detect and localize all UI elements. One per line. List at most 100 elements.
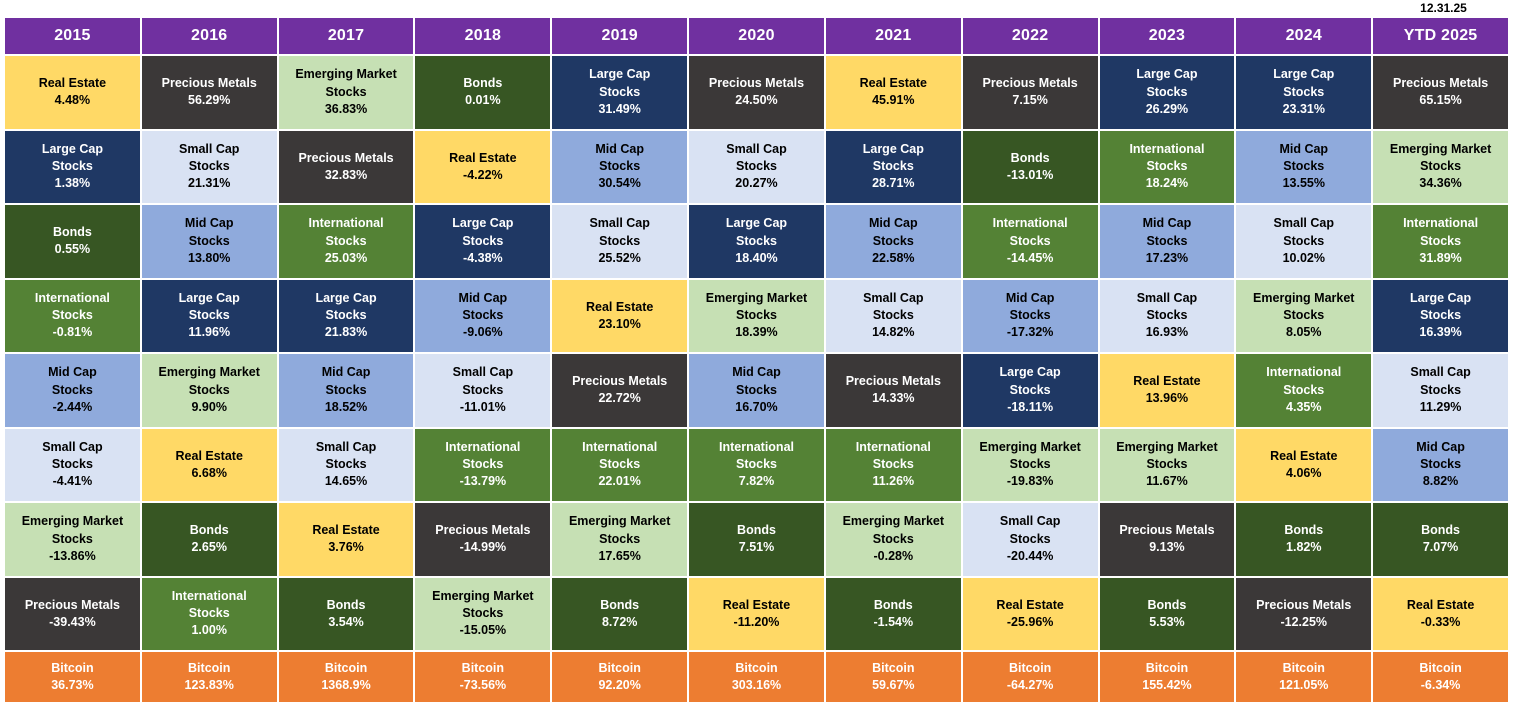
asset-name: Mid Cap Stocks — [1005, 290, 1055, 323]
asset-return-value: 1.82% — [1286, 540, 1322, 555]
quilt-cell-international: International Stocks -13.79% — [415, 428, 551, 501]
quilt-cell-international: International Stocks 22.01% — [552, 428, 688, 501]
asset-return-value: 22.58% — [872, 250, 915, 265]
asset-return-value: 23.31% — [1282, 101, 1325, 116]
quilt-cell-emerging-market: Emerging Market Stocks 18.39% — [689, 279, 824, 352]
asset-name: Emerging Market Stocks — [1253, 290, 1355, 323]
asset-name: Real Estate — [1270, 448, 1338, 463]
asset-name: Small Cap Stocks — [999, 514, 1061, 546]
quilt-cell-large-cap: Large Cap Stocks -4.38% — [415, 205, 551, 278]
asset-return-value: 14.65% — [324, 474, 368, 489]
asset-return-value: 13.80% — [188, 250, 231, 265]
asset-name: Precious Metals — [572, 374, 668, 388]
asset-return-value: 4.48% — [54, 93, 91, 108]
asset-return-value: 17.65% — [598, 548, 641, 563]
returns-quilt-grid: 2015 Real Estate 4.48% Large Cap Stocks 1.38… — [5, 18, 1508, 702]
quilt-cell-bonds: Bonds 0.01% — [415, 56, 551, 129]
quilt-cell-precious-metals: Precious Metals -39.43% — [5, 577, 140, 650]
quilt-cell-mid-cap: Mid Cap Stocks 30.54% — [552, 130, 688, 203]
asset-return-value: 155.42% — [1142, 678, 1192, 692]
asset-name: International Stocks — [1266, 365, 1342, 397]
asset-return-value: 25.03% — [324, 250, 368, 265]
asset-return-value: 16.39% — [1419, 325, 1462, 340]
quilt-cell-large-cap: Large Cap Stocks 28.71% — [825, 130, 961, 203]
quilt-cell-international: International Stocks 18.24% — [1099, 130, 1235, 203]
quilt-cell-real-estate: Real Estate -4.22% — [415, 130, 551, 203]
asset-name: Bonds — [52, 225, 92, 239]
asset-return-value: 123.83% — [184, 678, 234, 692]
quilt-cell-large-cap: Large Cap Stocks 23.31% — [1236, 56, 1372, 129]
asset-name: Real Estate — [859, 76, 928, 90]
quilt-cell-emerging-market: Emerging Market Stocks 17.65% — [552, 503, 688, 576]
asset-return-value: -9.06% — [463, 325, 503, 340]
asset-name: Bonds — [1010, 150, 1050, 165]
asset-return-value: 13.96% — [1145, 391, 1189, 406]
asset-return-value: 59.67% — [872, 678, 915, 692]
quilt-cell-bitcoin: Bitcoin 123.83% — [141, 652, 277, 702]
quilt-cell-precious-metals: Precious Metals -14.99% — [415, 503, 551, 576]
year-column-header: 2024 — [1236, 18, 1372, 54]
quilt-cell-small-cap: Small Cap Stocks 25.52% — [552, 205, 688, 278]
quilt-cell-bitcoin: Bitcoin 59.67% — [825, 652, 961, 702]
asset-return-value: -19.83% — [1006, 474, 1054, 489]
asset-name: Mid Cap Stocks — [1142, 216, 1192, 248]
quilt-cell-real-estate: Real Estate 6.68% — [141, 428, 277, 501]
quilt-cell-mid-cap: Mid Cap Stocks 13.55% — [1236, 130, 1372, 203]
asset-name: Emerging Market Stocks — [568, 514, 671, 546]
quilt-cell-emerging-market: Emerging Market Stocks 8.05% — [1236, 279, 1372, 352]
asset-return-value: 8.05% — [1286, 325, 1322, 340]
asset-name: Mid Cap Stocks — [595, 141, 644, 174]
asset-return-value: 3.76% — [328, 540, 364, 555]
year-column-header: 2022 — [962, 18, 1098, 54]
quilt-cell-emerging-market: Emerging Market Stocks -19.83% — [962, 428, 1098, 501]
asset-name: Bonds — [326, 597, 366, 612]
quilt-cell-bonds: Bonds 8.72% — [552, 577, 688, 650]
quilt-cell-real-estate: Real Estate 45.91% — [825, 56, 961, 129]
asset-return-value: 36.83% — [324, 101, 368, 116]
asset-return-value: 21.31% — [188, 176, 231, 191]
asset-return-value: -4.22% — [463, 167, 503, 182]
asset-name: Bitcoin — [188, 660, 231, 675]
asset-name: Bonds — [737, 523, 776, 537]
asset-name: Precious Metals — [845, 374, 941, 388]
asset-name: Small Cap Stocks — [1273, 216, 1334, 248]
asset-name: Precious Metals — [24, 597, 120, 612]
asset-name: International Stocks — [582, 439, 658, 472]
quilt-cell-bitcoin: Bitcoin 92.20% — [552, 652, 688, 702]
quilt-cell-mid-cap: Mid Cap Stocks 17.23% — [1099, 205, 1235, 278]
asset-name: Emerging Market Stocks — [979, 439, 1081, 472]
asset-name: Bitcoin — [1419, 660, 1462, 675]
quilt-cell-precious-metals: Precious Metals 22.72% — [552, 354, 688, 427]
asset-return-value: 1.00% — [191, 623, 227, 638]
asset-return-value: -11.20% — [733, 614, 780, 629]
year-column-header: 2019 — [552, 18, 688, 54]
quilt-cell-small-cap: Small Cap Stocks 14.65% — [278, 428, 414, 501]
quilt-cell-bonds: Bonds 2.65% — [141, 503, 277, 576]
asset-name: Precious Metals — [708, 76, 805, 90]
quilt-cell-precious-metals: Precious Metals 32.83% — [278, 130, 414, 203]
quilt-cell-precious-metals: Precious Metals 65.15% — [1373, 56, 1508, 129]
quilt-cell-small-cap: Small Cap Stocks -11.01% — [415, 354, 551, 427]
asset-name: Bitcoin — [598, 660, 641, 675]
asset-name: Bitcoin — [1008, 660, 1052, 675]
asset-name: Small Cap Stocks — [1410, 365, 1471, 397]
asset-return-value: 28.71% — [872, 176, 915, 191]
asset-return-value: -15.05% — [459, 623, 507, 638]
asset-return-value: 8.72% — [601, 614, 638, 629]
asset-return-value: -13.86% — [49, 548, 96, 563]
asset-return-value: 4.35% — [1286, 399, 1322, 414]
year-column-header: 2015 — [5, 18, 140, 54]
asset-return-value: 22.01% — [598, 474, 641, 489]
asset-return-value: -25.96% — [1006, 614, 1054, 629]
asset-name: International Stocks — [34, 290, 110, 323]
asset-return-value: -20.44% — [1006, 548, 1054, 563]
asset-name: Bonds — [1284, 523, 1324, 537]
asset-name: Large Cap Stocks — [589, 67, 651, 99]
asset-name: International Stocks — [1129, 141, 1205, 174]
asset-name: Real Estate — [449, 150, 517, 165]
asset-name: Real Estate — [175, 448, 243, 463]
asset-name: International Stocks — [992, 216, 1068, 248]
asset-name: Mid Cap Stocks — [184, 216, 234, 248]
asset-name: Large Cap Stocks — [1136, 67, 1198, 99]
quilt-cell-bitcoin: Bitcoin 1368.9% — [278, 652, 414, 702]
